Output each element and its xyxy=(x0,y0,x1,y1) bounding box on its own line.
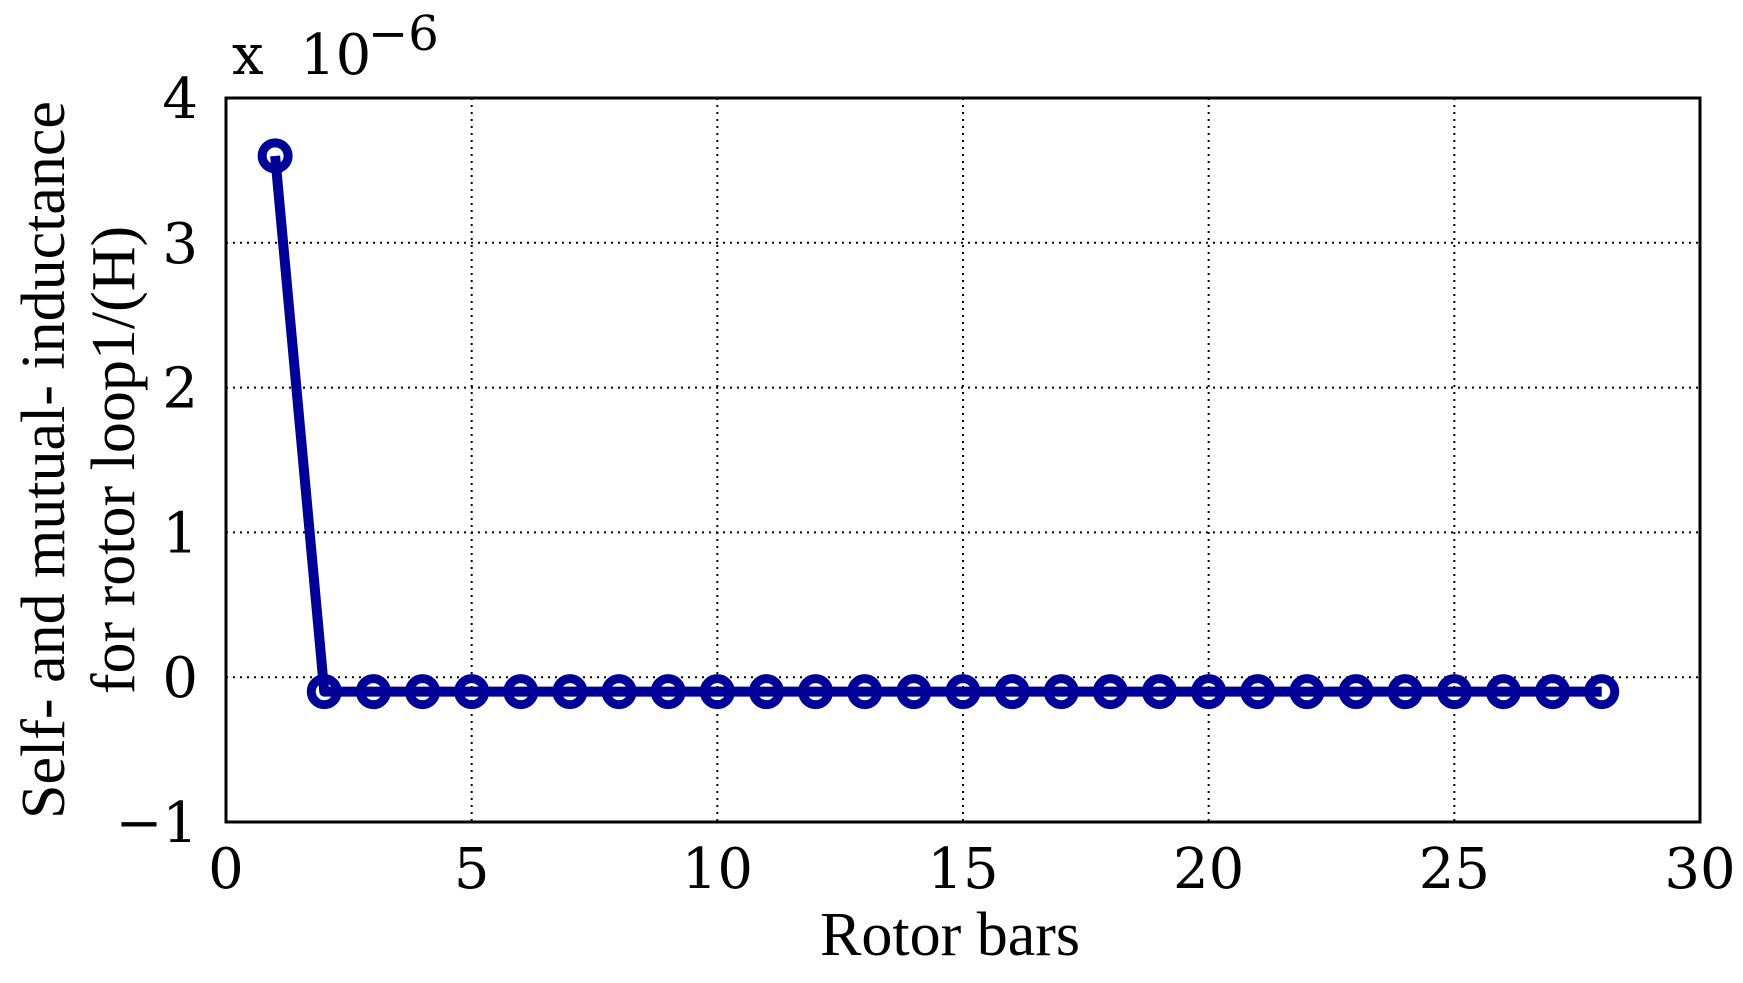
x-tick-label: 20 xyxy=(1173,837,1244,902)
data-point xyxy=(454,674,490,710)
y-tick-label: 3 xyxy=(162,212,198,277)
data-point xyxy=(306,674,342,710)
data-point xyxy=(1387,674,1423,710)
x-tick-label: 5 xyxy=(454,837,490,902)
data-point xyxy=(896,674,932,710)
x-tick-label: 30 xyxy=(1664,837,1735,902)
y-exponent-power: −6 xyxy=(368,6,439,62)
data-point xyxy=(355,674,391,710)
x-tick-label: 25 xyxy=(1419,837,1490,902)
series-line xyxy=(270,155,1602,697)
data-point xyxy=(1289,674,1325,710)
y-exponent-prefix: x xyxy=(232,23,264,88)
plot-frame xyxy=(224,96,1702,824)
data-point xyxy=(1191,674,1227,710)
data-point xyxy=(1142,674,1178,710)
y-axis-label: Self- and mutual- inductance for rotor l… xyxy=(10,101,148,819)
data-point xyxy=(503,674,539,710)
x-tick-labels: 0 5 10 15 20 25 30 xyxy=(208,837,1735,902)
data-point xyxy=(994,674,1030,710)
x-tick-label: 0 xyxy=(208,837,244,902)
data-point xyxy=(847,674,883,710)
data-point xyxy=(1485,674,1521,710)
data-point xyxy=(748,674,784,710)
series-group xyxy=(257,138,1620,710)
data-point xyxy=(1535,674,1571,710)
y-exponent-base: 10 xyxy=(300,23,371,88)
data-point xyxy=(699,674,735,710)
data-point xyxy=(798,674,834,710)
y-tick-label: 2 xyxy=(162,357,198,422)
data-point xyxy=(945,674,981,710)
data-point xyxy=(1092,674,1128,710)
y-tick-labels: −1 0 1 2 3 4 xyxy=(115,67,198,856)
data-point xyxy=(1584,674,1620,710)
x-tick-label: 15 xyxy=(927,837,998,902)
data-point xyxy=(1436,674,1472,710)
data-point xyxy=(1240,674,1276,710)
data-point xyxy=(1338,674,1374,710)
y-tick-label: 0 xyxy=(162,646,198,711)
y-tick-label: −1 xyxy=(115,791,198,856)
y-tick-label: 4 xyxy=(162,67,198,132)
y-axis-label-line-2: for rotor loop1/(H) xyxy=(80,226,148,694)
y-axis-label-line-1: Self- and mutual- inductance xyxy=(10,101,78,819)
data-point xyxy=(257,138,293,174)
y-tick-label: 1 xyxy=(162,501,198,566)
data-point xyxy=(1043,674,1079,710)
data-point xyxy=(650,674,686,710)
data-point xyxy=(601,674,637,710)
grid xyxy=(226,98,1700,822)
x-axis-label: Rotor bars xyxy=(820,901,1080,969)
data-point xyxy=(552,674,588,710)
x-tick-label: 10 xyxy=(682,837,753,902)
y-exponent-label: x 10 −6 xyxy=(232,6,439,88)
data-point xyxy=(405,674,441,710)
